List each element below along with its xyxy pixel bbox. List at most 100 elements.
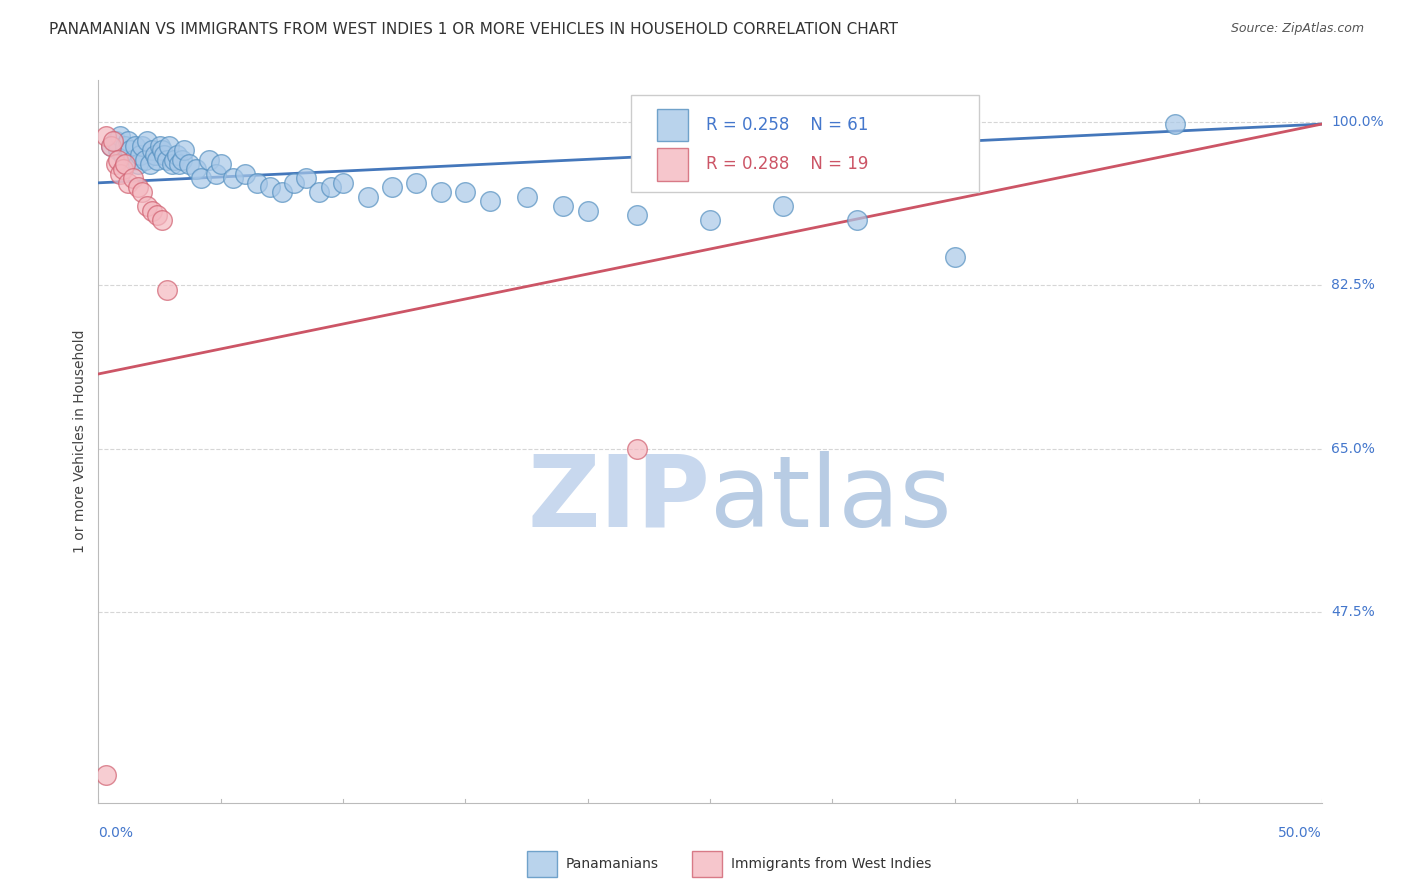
Text: 47.5%: 47.5%: [1331, 605, 1375, 619]
Point: [94, 129, 117, 144]
FancyBboxPatch shape: [526, 851, 557, 877]
Point: [170, 153, 193, 167]
Point: [626, 209, 648, 223]
Point: [110, 129, 132, 144]
Point: [173, 143, 195, 157]
Point: [146, 153, 169, 167]
Point: [149, 138, 172, 153]
Point: [186, 161, 208, 176]
Text: R = 0.288    N = 19: R = 0.288 N = 19: [706, 155, 869, 173]
Point: [270, 185, 294, 199]
Point: [156, 283, 179, 297]
Point: [772, 199, 794, 213]
Point: [246, 176, 269, 190]
Point: [121, 171, 143, 186]
Point: [166, 148, 188, 162]
Text: 65.0%: 65.0%: [1331, 442, 1375, 456]
Point: [121, 153, 143, 167]
Point: [209, 157, 232, 171]
FancyBboxPatch shape: [630, 95, 979, 193]
Point: [160, 157, 183, 171]
Point: [107, 153, 129, 167]
Point: [117, 134, 139, 148]
Point: [143, 148, 166, 162]
Point: [101, 134, 124, 148]
Point: [131, 185, 153, 199]
Text: PANAMANIAN VS IMMIGRANTS FROM WEST INDIES 1 OR MORE VEHICLES IN HOUSEHOLD CORREL: PANAMANIAN VS IMMIGRANTS FROM WEST INDIE…: [49, 22, 898, 37]
Point: [308, 185, 330, 199]
Point: [111, 161, 134, 176]
Point: [319, 180, 342, 194]
Text: 100.0%: 100.0%: [1331, 115, 1384, 129]
Point: [150, 143, 173, 157]
Point: [139, 157, 162, 171]
Point: [120, 143, 142, 157]
Point: [205, 167, 228, 181]
Text: ZIP: ZIP: [527, 450, 710, 548]
Point: [111, 148, 134, 162]
Point: [845, 213, 868, 227]
Text: 0.0%: 0.0%: [98, 826, 134, 840]
Point: [553, 199, 575, 213]
Point: [259, 180, 281, 194]
Point: [153, 148, 176, 162]
Point: [478, 194, 501, 209]
Point: [127, 157, 149, 171]
FancyBboxPatch shape: [658, 148, 688, 180]
Text: 82.5%: 82.5%: [1331, 278, 1375, 293]
Text: R = 0.258    N = 61: R = 0.258 N = 61: [706, 116, 869, 134]
Point: [177, 157, 200, 171]
Point: [107, 143, 129, 157]
Point: [190, 171, 212, 186]
Text: 50.0%: 50.0%: [1278, 826, 1322, 840]
Point: [222, 171, 245, 186]
Point: [283, 176, 305, 190]
Text: Immigrants from West Indies: Immigrants from West Indies: [731, 857, 931, 871]
Text: Source: ZipAtlas.com: Source: ZipAtlas.com: [1230, 22, 1364, 36]
Point: [332, 176, 354, 190]
Point: [100, 138, 122, 153]
Point: [430, 185, 453, 199]
Point: [626, 442, 648, 456]
Text: Panamanians: Panamanians: [565, 857, 658, 871]
Point: [405, 176, 427, 190]
Point: [197, 153, 219, 167]
Point: [943, 251, 966, 265]
FancyBboxPatch shape: [692, 851, 723, 877]
Point: [136, 134, 159, 148]
Point: [127, 180, 149, 194]
Point: [141, 143, 163, 157]
Point: [110, 167, 132, 181]
Point: [100, 138, 122, 153]
Point: [114, 157, 136, 171]
Point: [454, 185, 477, 199]
Point: [134, 153, 156, 167]
Point: [150, 213, 173, 227]
Point: [136, 199, 159, 213]
Point: [114, 138, 136, 153]
Point: [699, 213, 721, 227]
Point: [233, 167, 256, 181]
Point: [104, 157, 127, 171]
Y-axis label: 1 or more Vehicles in Household: 1 or more Vehicles in Household: [73, 330, 87, 553]
Point: [295, 171, 318, 186]
Point: [1164, 117, 1187, 131]
Point: [104, 134, 127, 148]
Point: [157, 138, 180, 153]
Point: [141, 203, 163, 218]
Point: [167, 157, 190, 171]
Point: [94, 768, 117, 782]
Text: atlas: atlas: [710, 450, 952, 548]
FancyBboxPatch shape: [658, 109, 688, 142]
Point: [163, 153, 186, 167]
Point: [131, 138, 153, 153]
Point: [381, 180, 404, 194]
Point: [156, 153, 179, 167]
Point: [515, 190, 537, 204]
Point: [576, 203, 599, 218]
Point: [124, 138, 146, 153]
Point: [356, 190, 378, 204]
Point: [146, 209, 169, 223]
Point: [129, 148, 152, 162]
Point: [117, 176, 139, 190]
